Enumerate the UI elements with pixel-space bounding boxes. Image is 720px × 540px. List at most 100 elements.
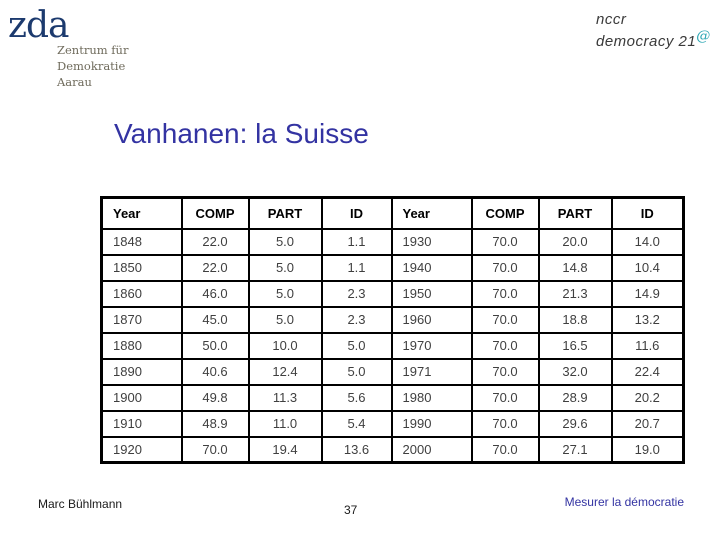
value-cell: 45.0: [180, 305, 250, 334]
table-body: 1848 22.0 5.0 1.1 1930 70.0 20.0 14.0 1850 22.0 5.…: [100, 227, 685, 464]
year-cell: 1920: [100, 435, 183, 464]
value-cell: 70.0: [470, 279, 540, 308]
year-cell: 1930: [390, 227, 473, 256]
value-cell: 13.2: [610, 305, 685, 334]
zda-tagline-line: Aarau: [57, 75, 92, 89]
value-cell: 27.1: [537, 435, 613, 464]
value-cell: 11.6: [610, 331, 685, 360]
value-cell: 32.0: [537, 357, 613, 386]
value-cell: 20.0: [537, 227, 613, 256]
nccr-logo-line1: nccr: [596, 11, 627, 28]
value-cell: 28.9: [537, 383, 613, 412]
value-cell: 48.9: [180, 409, 250, 438]
value-cell: 50.0: [180, 331, 250, 360]
value-cell: 19.4: [247, 435, 323, 464]
value-cell: 2.3: [320, 279, 393, 308]
value-cell: 70.0: [470, 435, 540, 464]
value-cell: 70.0: [180, 435, 250, 464]
table-row: 1920 70.0 19.4 13.6 2000 70.0 27.1 19.0: [100, 435, 685, 464]
table-row: 1900 49.8 11.3 5.6 1980 70.0 28.9 20.2: [100, 383, 685, 412]
value-cell: 5.0: [247, 279, 323, 308]
year-cell: 1848: [100, 227, 183, 256]
table-row: 1860 46.0 5.0 2.3 1950 70.0 21.3 14.9: [100, 279, 685, 308]
value-cell: 29.6: [537, 409, 613, 438]
value-cell: 1.1: [320, 227, 393, 256]
value-cell: 70.0: [470, 409, 540, 438]
zda-wordmark: zda: [8, 5, 69, 46]
value-cell: 22.4: [610, 357, 685, 386]
year-cell: 1970: [390, 331, 473, 360]
year-cell: 1860: [100, 279, 183, 308]
value-cell: 2.3: [320, 305, 393, 334]
table-header-cell: Year: [390, 196, 473, 230]
value-cell: 20.7: [610, 409, 685, 438]
zda-tagline: Zentrum für Demokratie Aarau: [57, 42, 167, 90]
value-cell: 10.4: [610, 253, 685, 282]
page-title: Vanhanen: la Suisse: [114, 118, 369, 149]
year-cell: 1960: [390, 305, 473, 334]
table-row: 1870 45.0 5.0 2.3 1960 70.0 18.8 13.2: [100, 305, 685, 334]
value-cell: 5.0: [247, 253, 323, 282]
footer-author: Marc Bühlmann: [38, 497, 123, 511]
value-cell: 70.0: [470, 305, 540, 334]
value-cell: 5.0: [320, 331, 393, 360]
value-cell: 5.0: [247, 227, 323, 256]
table-header-cell: COMP: [470, 196, 540, 230]
value-cell: 70.0: [470, 383, 540, 412]
year-cell: 1900: [100, 383, 183, 412]
value-cell: 1.1: [320, 253, 393, 282]
table-header-row: Year COMP PART ID Year COMP PART ID: [100, 196, 685, 230]
value-cell: 5.0: [320, 357, 393, 386]
table-header-cell: PART: [537, 196, 613, 230]
footer-right-text: Mesurer la démocratie: [564, 495, 684, 509]
nccr-logo-line2: democracy 21@: [596, 28, 711, 50]
table-row: 1850 22.0 5.0 1.1 1940 70.0 14.8 10.4: [100, 253, 685, 282]
table-row: 1890 40.6 12.4 5.0 1971 70.0 32.0 22.4: [100, 357, 685, 386]
year-cell: 1990: [390, 409, 473, 438]
vanhanen-data-table: Year COMP PART ID Year COMP PART ID 1848 22.0 5.0…: [100, 196, 685, 464]
value-cell: 13.6: [320, 435, 393, 464]
value-cell: 49.8: [180, 383, 250, 412]
value-cell: 10.0: [247, 331, 323, 360]
page-number: 37: [344, 503, 358, 517]
value-cell: 22.0: [180, 253, 250, 282]
zda-tagline-line: Zentrum für: [57, 43, 129, 57]
value-cell: 19.0: [610, 435, 685, 464]
zda-logo: zda Zentrum für Demokratie Aarau: [8, 5, 128, 90]
table-header-cell: COMP: [180, 196, 250, 230]
table-row: 1848 22.0 5.0 1.1 1930 70.0 20.0 14.0: [100, 227, 685, 256]
value-cell: 11.0: [247, 409, 323, 438]
value-cell: 11.3: [247, 383, 323, 412]
value-cell: 12.4: [247, 357, 323, 386]
value-cell: 14.8: [537, 253, 613, 282]
value-cell: 18.8: [537, 305, 613, 334]
value-cell: 70.0: [470, 331, 540, 360]
value-cell: 21.3: [537, 279, 613, 308]
value-cell: 40.6: [180, 357, 250, 386]
nccr-logo: nccr democracy 21@: [596, 12, 711, 50]
table-row: 1910 48.9 11.0 5.4 1990 70.0 29.6 20.7: [100, 409, 685, 438]
year-cell: 1880: [100, 331, 183, 360]
table-header-cell: ID: [610, 196, 685, 230]
value-cell: 14.0: [610, 227, 685, 256]
table-row: 1880 50.0 10.0 5.0 1970 70.0 16.5 11.6: [100, 331, 685, 360]
year-cell: 2000: [390, 435, 473, 464]
year-cell: 1910: [100, 409, 183, 438]
value-cell: 14.9: [610, 279, 685, 308]
value-cell: 20.2: [610, 383, 685, 412]
table-header-cell: ID: [320, 196, 393, 230]
year-cell: 1980: [390, 383, 473, 412]
value-cell: 70.0: [470, 357, 540, 386]
value-cell: 16.5: [537, 331, 613, 360]
value-cell: 5.4: [320, 409, 393, 438]
value-cell: 22.0: [180, 227, 250, 256]
value-cell: 5.6: [320, 383, 393, 412]
value-cell: 70.0: [470, 253, 540, 282]
year-cell: 1971: [390, 357, 473, 386]
year-cell: 1850: [100, 253, 183, 282]
year-cell: 1870: [100, 305, 183, 334]
table-header-cell: PART: [247, 196, 323, 230]
year-cell: 1950: [390, 279, 473, 308]
table-header-cell: Year: [100, 196, 183, 230]
year-cell: 1940: [390, 253, 473, 282]
